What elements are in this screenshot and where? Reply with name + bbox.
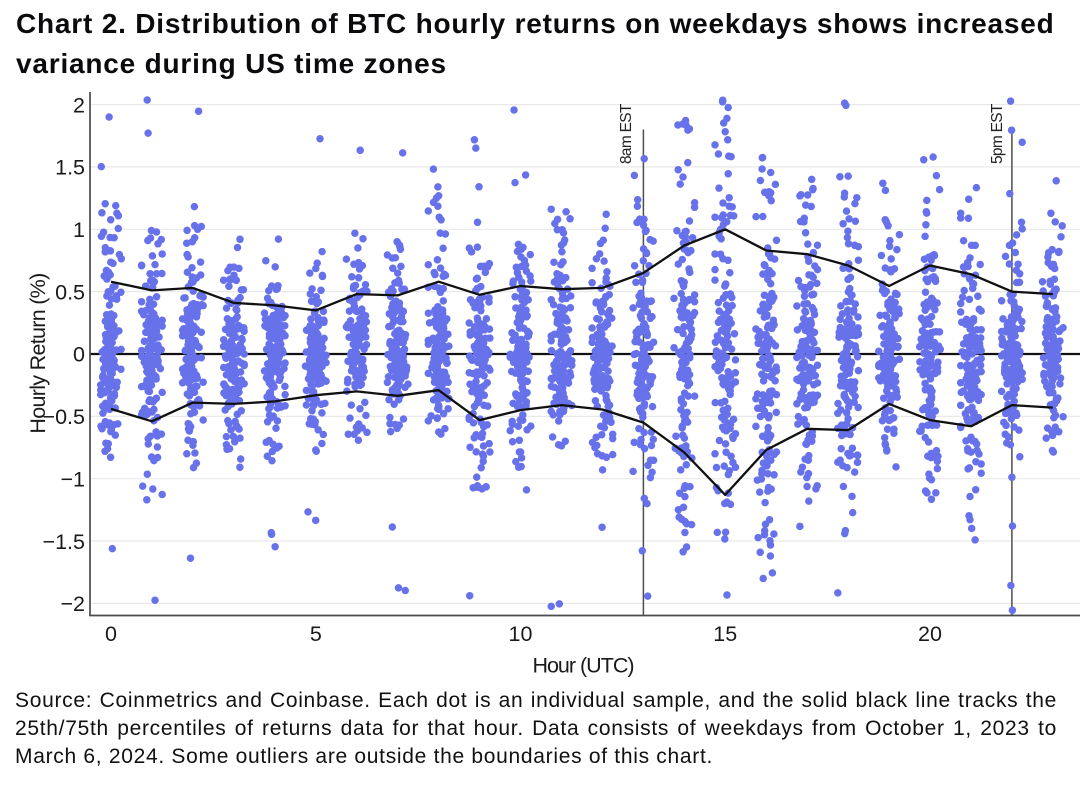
svg-text:−1.5: −1.5 — [43, 530, 85, 554]
svg-text:15: 15 — [713, 622, 737, 646]
svg-text:−0.5: −0.5 — [43, 405, 85, 429]
svg-text:−1: −1 — [60, 467, 85, 491]
svg-text:0.5: 0.5 — [55, 280, 85, 304]
svg-text:Hourly Return (%): Hourly Return (%) — [26, 273, 50, 433]
svg-text:20: 20 — [918, 622, 942, 646]
svg-text:0: 0 — [73, 343, 85, 367]
svg-text:10: 10 — [509, 622, 533, 646]
svg-text:5pm EST: 5pm EST — [989, 103, 1006, 164]
svg-text:5: 5 — [310, 622, 322, 646]
svg-text:8am EST: 8am EST — [618, 103, 635, 164]
svg-text:2: 2 — [73, 93, 85, 117]
svg-text:Hour (UTC): Hour (UTC) — [532, 654, 633, 678]
svg-text:0: 0 — [105, 622, 117, 646]
svg-text:1: 1 — [73, 218, 85, 242]
svg-text:−2: −2 — [60, 592, 85, 616]
svg-text:1.5: 1.5 — [55, 156, 85, 180]
